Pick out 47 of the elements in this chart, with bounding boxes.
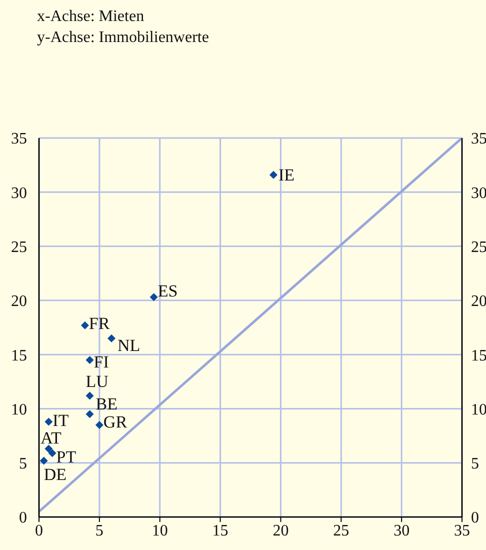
y-tick-label: 15: [11, 347, 27, 364]
x-tick-label: 0: [35, 522, 43, 540]
text: x-Achse: Mieten: [37, 7, 146, 27]
point: [86, 392, 94, 400]
annotation: FR: [88, 314, 110, 333]
x-tick-label: 20: [272, 522, 289, 540]
point: [150, 293, 158, 302]
x-tick-label: 25: [333, 522, 350, 540]
point: [40, 456, 48, 465]
annotation: BE: [96, 394, 118, 414]
y-tick-label: 20: [11, 293, 27, 310]
annotation: ES: [158, 282, 178, 301]
y-tick-label: 5: [19, 456, 27, 473]
y-tick-label: 25: [11, 238, 27, 256]
annotation: IE: [278, 165, 295, 184]
x-tick-label: 10: [152, 522, 168, 540]
point: [80, 321, 89, 330]
point: [48, 449, 56, 458]
y2-tick-label: 5: [471, 456, 479, 473]
point: [44, 418, 53, 426]
point: [108, 334, 116, 342]
annotation: LU: [86, 372, 108, 392]
point: [269, 170, 278, 179]
x-tick-label: 30: [394, 522, 410, 540]
y2-tick-label: 35: [471, 130, 486, 148]
x-tick-label: 35: [454, 522, 470, 540]
point: [44, 444, 53, 453]
annotation: IT: [52, 411, 70, 430]
y-tick-label: 30: [11, 184, 27, 202]
point: [86, 410, 94, 418]
text: y-Achse: Immobilienwerte: [37, 28, 209, 48]
annotation: DE: [44, 465, 67, 484]
annotation: GR: [103, 412, 128, 432]
y-tick-label: 10: [11, 401, 27, 418]
annotation: PT: [56, 448, 77, 467]
annotation: AT: [40, 428, 62, 448]
y-tick-label: 35: [11, 130, 27, 148]
x-tick-label: 15: [212, 522, 228, 540]
y2-tick-label: 15: [471, 347, 486, 364]
point: [86, 356, 94, 364]
annotation: FI: [94, 352, 110, 372]
y2-tick-label: 0: [471, 510, 479, 527]
x-tick-label: 5: [95, 522, 104, 540]
y2-tick-label: 25: [471, 238, 486, 256]
y-tick-label: 0: [19, 510, 27, 527]
point: [95, 420, 104, 429]
annotation: NL: [118, 336, 140, 355]
